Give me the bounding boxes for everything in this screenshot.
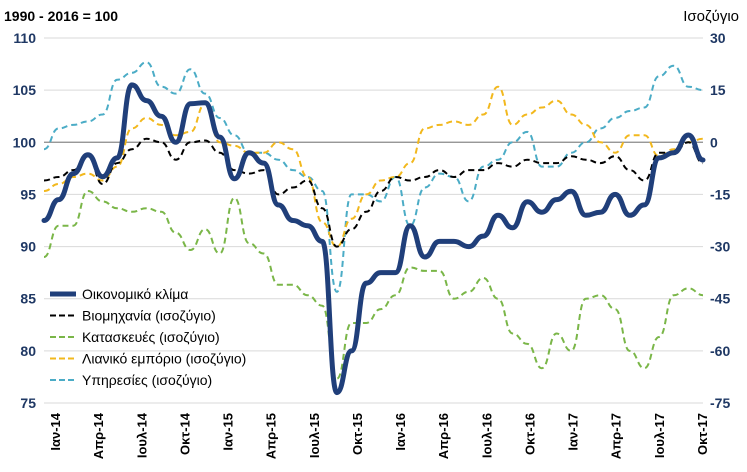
right-tick-label: -45 <box>710 291 730 307</box>
grid-lines <box>44 37 703 404</box>
x-tick-label: Οκτ-14 <box>177 412 192 455</box>
x-tick-label: Ιουλ-14 <box>134 412 149 458</box>
legend-label: Υπηρεσίες (ισοζύγιο) <box>82 372 212 388</box>
left-tick-label: 85 <box>20 291 36 307</box>
series-line-2 <box>43 190 704 380</box>
left-tick-label: 90 <box>20 239 36 255</box>
x-tick-label: Απρ-17 <box>609 413 624 459</box>
x-tick-label: Ιαν-17 <box>566 413 581 451</box>
left-tick-label: 100 <box>13 134 37 150</box>
x-tick-label: Απρ-16 <box>436 413 451 459</box>
legend-label: Λιανικό εμπόριο (ισοζύγιο) <box>82 351 246 367</box>
x-tick-label: Απρ-15 <box>264 413 279 459</box>
right-axis-title: Ισοζύγιο <box>683 8 739 25</box>
left-tick-label: 80 <box>20 343 36 359</box>
x-tick-label: Ιαν-14 <box>48 412 63 450</box>
x-tick-label: Ιουλ-16 <box>479 413 494 458</box>
legend: Οικονομικό κλίμα Βιομηχανία (ισοζύγιο) Κατ… <box>50 286 246 388</box>
x-tick-label: Οκτ-17 <box>695 413 710 455</box>
x-tick-label: Ιαν-16 <box>393 413 408 451</box>
right-tick-label: 30 <box>710 30 726 46</box>
x-tick-label: Οκτ-16 <box>523 413 538 455</box>
series-lines <box>41 61 706 396</box>
left-tick-label: 75 <box>20 395 36 411</box>
left-tick-label: 110 <box>13 30 36 46</box>
right-tick-label: -75 <box>710 395 730 411</box>
series-line-4 <box>43 61 704 293</box>
left-tick-label: 105 <box>13 82 37 98</box>
left-tick-label: 95 <box>20 186 36 202</box>
x-axis-ticks: Ιαν-14 Απρ-14 Ιουλ-14 Οκτ-14 Ιαν-15 Απρ-15 Ιου… <box>48 412 710 459</box>
right-tick-label: -30 <box>710 239 730 255</box>
series-line-3 <box>43 85 704 248</box>
series-line-1 <box>43 137 704 248</box>
legend-label: Κατασκευές (ισοζύγιο) <box>82 329 220 345</box>
right-axis-ticks: 30 15 0 -15 -30 -45 -60 -75 <box>710 30 730 411</box>
legend-label: Βιομηχανία (ισοζύγιο) <box>82 308 216 324</box>
right-tick-label: 15 <box>710 82 726 98</box>
x-tick-label: Οκτ-15 <box>350 413 365 455</box>
left-axis-ticks: 110 105 100 95 90 85 80 75 <box>13 30 37 411</box>
x-tick-label: Ιουλ-17 <box>652 413 667 458</box>
x-tick-label: Ιαν-15 <box>221 413 236 451</box>
series-line-0 <box>41 82 706 396</box>
right-tick-label: 0 <box>710 134 718 150</box>
x-tick-label: Απρ-14 <box>91 412 106 459</box>
right-tick-label: -15 <box>710 186 730 202</box>
x-tick-label: Ιουλ-15 <box>307 413 322 458</box>
legend-label: Οικονομικό κλίμα <box>82 286 188 302</box>
right-tick-label: -60 <box>710 343 730 359</box>
left-axis-title: 1990 - 2016 = 100 <box>4 8 118 24</box>
